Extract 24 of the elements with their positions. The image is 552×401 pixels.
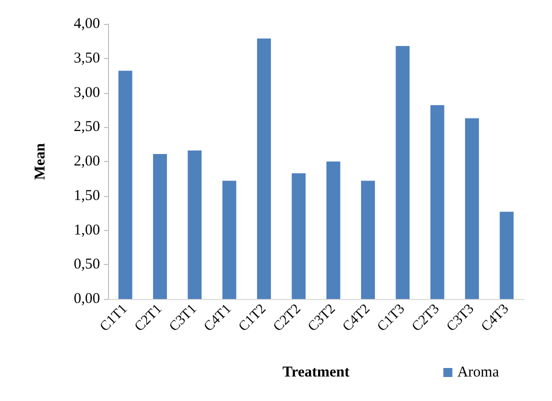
y-tick-label: 2,50 xyxy=(74,119,100,136)
bar xyxy=(361,180,375,299)
bar xyxy=(465,118,479,299)
bar xyxy=(118,70,132,299)
y-tick-label: 3,50 xyxy=(74,50,100,66)
x-axis-title: Treatment xyxy=(282,364,350,380)
bar xyxy=(257,38,271,299)
y-axis-title: Mean xyxy=(32,142,48,180)
bar xyxy=(222,180,236,299)
bar xyxy=(292,173,306,299)
y-tick-label: 2,00 xyxy=(74,154,100,170)
bar xyxy=(396,46,410,299)
bar xyxy=(500,212,514,299)
y-tick-label: 0,00 xyxy=(74,291,100,307)
y-tick-label: 1,50 xyxy=(74,188,100,204)
y-tick-label: 1,00 xyxy=(74,222,100,238)
bar xyxy=(153,154,167,299)
bar xyxy=(326,162,340,299)
y-tick-label: 0,50 xyxy=(74,256,100,273)
y-tick-label: 4,00 xyxy=(74,16,100,32)
legend-label: Aroma xyxy=(457,364,500,380)
y-tick-label: 3,00 xyxy=(74,84,100,101)
bar xyxy=(188,150,202,299)
bar xyxy=(430,105,444,299)
